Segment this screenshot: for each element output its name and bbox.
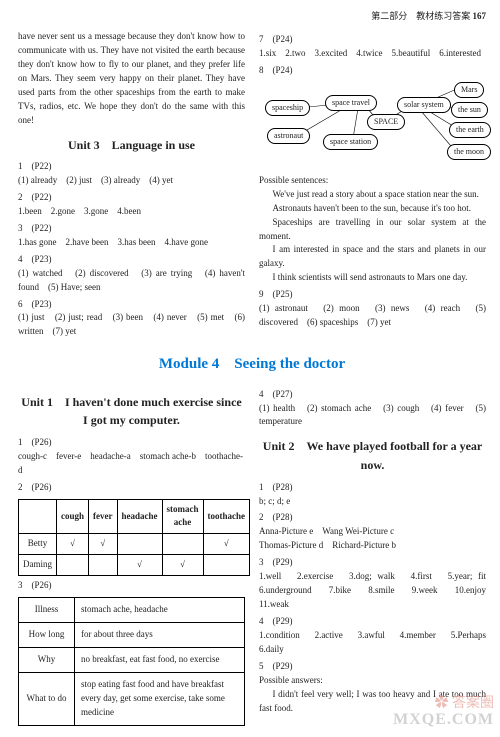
q8: 8 (P24) [259,64,486,78]
passage: have never sent us a message because the… [18,30,245,128]
td: √ [57,534,89,555]
top-right-col: 7 (P24) 1.six 2.two 3.excited 4.twice 5.… [259,30,486,339]
table-row: Whyno breakfast, eat fast food, no exerc… [19,648,245,673]
unit3-title: Unit 3 Language in use [18,136,245,155]
br-q3: 3 (P29) [259,556,486,570]
br-a2a: Anna-Picture e Wang Wei-Picture c [259,525,486,539]
a9: (1) astronaut (2) moon (3) news (4) reac… [259,302,486,330]
s5: I think scientists will send astronauts … [259,271,486,285]
table-diagnosis: Illnessstomach ache, headache How longfo… [18,597,245,726]
node-spaceship: spaceship [265,100,310,116]
page-header: 第二部分 教材练习答案 167 [18,10,486,24]
s1: We've just read a story about a space st… [259,188,486,202]
td: What to do [19,673,75,726]
br-possible: Possible answers: [259,674,486,688]
top-columns: have never sent us a message because the… [18,30,486,339]
s3: Spaceships are travelling in our solar s… [259,216,486,244]
bottom-left-col: Unit 1 I haven't done much exercise sinc… [18,385,245,726]
br-q1: 1 (P28) [259,481,486,495]
br-a4: (1) health (2) stomach ache (3) cough (4… [259,402,486,430]
table-row: Daming √ √ [19,555,250,576]
q1: 1 (P22) [18,160,245,174]
td: Illness [19,598,75,623]
q6: 6 (P23) [18,298,245,312]
possible-sentences-label: Possible sentences: [259,174,486,188]
module4-title: Module 4 Seeing the doctor [18,353,486,376]
table-row: What to dostop eating fast food and have… [19,673,245,726]
unit2-title: Unit 2 We have played football for a yea… [259,437,486,474]
bottom-columns: Unit 1 I haven't done much exercise sinc… [18,385,486,726]
bl-q2: 2 (P26) [18,481,245,495]
td [57,555,89,576]
node-the-earth: the earth [449,122,491,138]
td: How long [19,623,75,648]
a3: 1.has gone 2.have been 3.has been 4.have… [18,236,245,250]
unit1-title: Unit 1 I haven't done much exercise sinc… [18,393,245,430]
td: stomach ache, headache [75,598,245,623]
a7: 1.six 2.two 3.excited 4.twice 5.beautifu… [259,47,486,61]
br-a2b: Thomas-Picture d Richard-Picture b [259,539,486,553]
q7: 7 (P24) [259,33,486,47]
td: Betty [19,534,57,555]
watermark-text: MXQE.COM [393,708,494,733]
td: √ [117,555,162,576]
br-a4b: 1.condition 2.active 3.awful 4.member 5.… [259,629,486,657]
q4: 4 (P23) [18,253,245,267]
concept-map: spaceship astronaut space travel space s… [259,80,486,170]
br-q5: 5 (P29) [259,660,486,674]
td [117,534,162,555]
th: stomach ache [162,499,203,534]
td [162,534,203,555]
td: stop eating fast food and have breakfast… [75,673,245,726]
th [19,499,57,534]
th: fever [89,499,117,534]
bl-q1: 1 (P26) [18,436,245,450]
br-a3: 1.well 2.exercise 3.dog; walk 4.first 5.… [259,570,486,612]
q2: 2 (P22) [18,191,245,205]
td: √ [89,534,117,555]
table-row: Illnessstomach ache, headache [19,598,245,623]
node-the-moon: the moon [447,144,491,160]
td: Daming [19,555,57,576]
td [89,555,117,576]
top-left-col: have never sent us a message because the… [18,30,245,339]
bottom-right-col: 4 (P27) (1) health (2) stomach ache (3) … [259,385,486,726]
q3: 3 (P22) [18,222,245,236]
a1: (1) already (2) just (3) already (4) yet [18,174,245,188]
s4: I am interested in space and the stars a… [259,243,486,271]
header-part: 第二部分 教材练习答案 [371,11,470,21]
br-q4b: 4 (P29) [259,615,486,629]
td: for about three days [75,623,245,648]
q9: 9 (P25) [259,288,486,302]
bl-a1: cough-c fever-e headache-a stomach ache-… [18,450,245,478]
table-row: Betty √ √ √ [19,534,250,555]
node-mars: Mars [454,82,484,98]
header-page: 167 [473,11,487,21]
a6: (1) just (2) just; read (3) been (4) nev… [18,311,245,339]
table-row: How longfor about three days [19,623,245,648]
td: no breakfast, eat fast food, no exercise [75,648,245,673]
node-astronaut: astronaut [267,128,310,144]
td [203,555,250,576]
th: toothache [203,499,250,534]
td: Why [19,648,75,673]
td: √ [162,555,203,576]
br-q4: 4 (P27) [259,388,486,402]
bl-q3: 3 (P26) [18,579,245,593]
node-solar-system: solar system [397,97,451,113]
br-q2: 2 (P28) [259,511,486,525]
table-symptoms: cough fever headache stomach ache tootha… [18,499,250,577]
td: √ [203,534,250,555]
th: headache [117,499,162,534]
th: cough [57,499,89,534]
node-space: SPACE [367,114,405,130]
a4: (1) watched (2) discovered (3) are tryin… [18,267,245,295]
s2: Astronauts haven't been to the sun, beca… [259,202,486,216]
node-the-sun: the sun [451,102,488,118]
node-space-station: space station [323,134,378,150]
node-space-travel: space travel [325,95,377,111]
br-a1: b; c; d; e [259,495,486,509]
table-row: cough fever headache stomach ache tootha… [19,499,250,534]
a2: 1.been 2.gone 3.gone 4.been [18,205,245,219]
